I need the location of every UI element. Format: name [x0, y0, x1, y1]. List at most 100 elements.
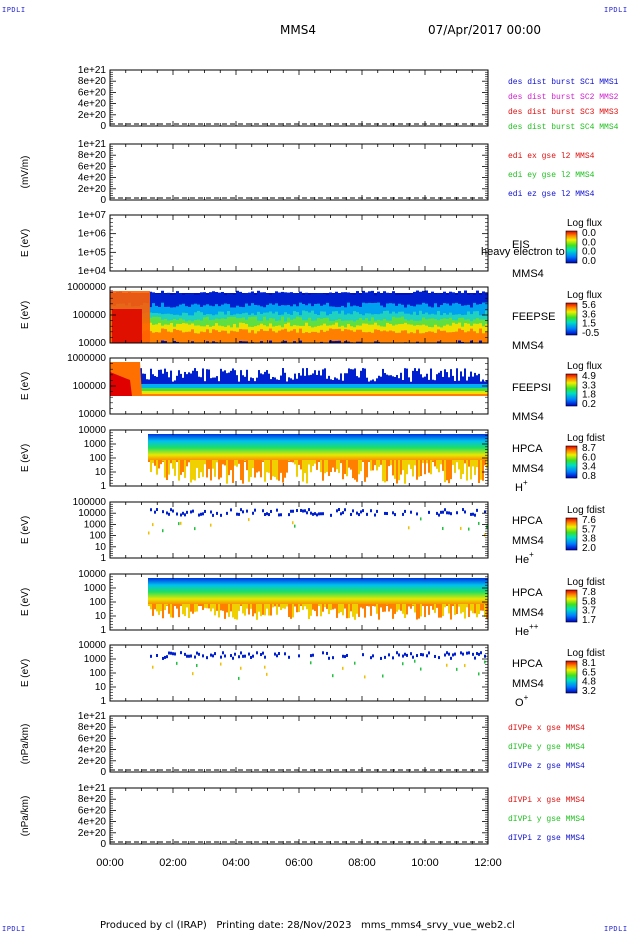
panel-9-ytick-label: 10000 — [78, 640, 106, 651]
panel-8-cbar-tick: 5.8 — [582, 596, 596, 607]
panel-7-probe: MMS4 — [512, 535, 544, 547]
panel-10-ytick-label: 2e+20 — [78, 756, 107, 767]
panel-3-frame — [109, 214, 489, 272]
panel-7-cbar-tick: 5.7 — [582, 524, 596, 535]
panel-5-cbar-tick: 0.2 — [582, 399, 596, 410]
panel-10-ytick-label: 8e+20 — [78, 722, 107, 733]
panel-9-frame — [109, 644, 489, 702]
panel-8-instrument: HPCA — [512, 587, 543, 599]
panel-8-charge: ++ — [529, 622, 539, 631]
panel-9-cbar-tick: 4.8 — [582, 677, 596, 688]
panel-6-ytick-label: 1000 — [84, 439, 107, 450]
panel-5-colorbar — [565, 373, 578, 407]
panel-2-ytick-label: 6e+20 — [78, 161, 107, 172]
panel-5-ytick-label: 10000 — [78, 409, 106, 420]
panel-2-legend-entry: edi ey gse l2 MMS4 — [508, 171, 595, 180]
panel-3-ytick-label: 1e+05 — [78, 247, 107, 258]
panel-4-cbar-tick: -0.5 — [582, 328, 600, 339]
panel-1-frame — [109, 69, 489, 127]
panel-11-legend-entry: dIVPi x gse MMS4 — [508, 796, 585, 805]
panel-1-legend-entry: des dist burst SC2 MMS2 — [508, 93, 619, 102]
panel-9-ytick-label: 100 — [89, 668, 106, 679]
panel-6-ylabel: E (eV) — [20, 444, 31, 472]
panel-5-instrument: FEEPSI — [512, 382, 551, 394]
corner-tag-bottom-right: IPDLI — [604, 925, 628, 933]
panel-9-species: O+ — [515, 693, 529, 709]
panel-2-ytick-label: 8e+20 — [78, 150, 107, 161]
panel-5-cbar-tick: 1.8 — [582, 390, 596, 401]
panel-2-ytick-label: 1e+21 — [78, 139, 107, 150]
panel-6-cbar-tick: 8.7 — [582, 443, 596, 454]
panel-9-ytick-label: 10 — [95, 682, 107, 693]
panel-3-ytick-label: 1e+04 — [78, 266, 107, 277]
panel-4-instrument: FEEPSE — [512, 311, 555, 323]
panel-7-colorbar — [565, 517, 578, 551]
panel-3-cbar-tick: 0.0 — [582, 247, 596, 258]
panel-9-colorbar — [565, 660, 578, 694]
panel-11-ytick-label: 8e+20 — [78, 794, 107, 805]
panel-4: 1000000 100000 10000 E (eV) FEEPSE MMS4 Log fl… — [20, 282, 602, 352]
panel-7-ytick-label: 10 — [95, 542, 107, 553]
panel-1-legend-entry: des dist burst SC4 MMS4 — [508, 123, 619, 132]
panel-11-frame — [109, 787, 489, 845]
panel-3-ylabel: E (eV) — [20, 229, 31, 257]
panel-7-frame — [109, 501, 489, 559]
panel-10-legend-entry: dIVPe y gse MMS4 — [508, 743, 585, 752]
panel-6-probe: MMS4 — [512, 463, 544, 475]
panel-6-cbar-title: Log fdist — [567, 433, 605, 444]
corner-tag-top-left: IPDLI — [2, 6, 26, 14]
panel-4-cbar-title: Log flux — [567, 290, 602, 301]
time-tick-label: 02:00 — [159, 857, 187, 869]
panel-9-instrument: HPCA — [512, 658, 543, 670]
panel-11-ytick-label: 0 — [100, 839, 106, 850]
panel-3-cbar-tick: 0.0 — [582, 256, 596, 267]
panel-7-cbar-tick: 3.8 — [582, 534, 596, 545]
panel-6-ytick-label: 10 — [95, 467, 107, 478]
panel-4-ylabel: E (eV) — [20, 301, 31, 329]
panel-7-ylabel: E (eV) — [20, 516, 31, 544]
panel-9-cbar-tick: 3.2 — [582, 686, 596, 697]
panel-6-cbar-tick: 0.8 — [582, 471, 596, 482]
panel-7-spectrogram — [148, 578, 488, 620]
panel-2-legend-entry: edi ex gse l2 MMS4 — [508, 152, 595, 161]
panel-8-spectrogram — [150, 651, 486, 680]
panel-6-cbar-tick: 6.0 — [582, 452, 596, 463]
panel-10-ytick-label: 0 — [100, 767, 106, 778]
panel-11-ytick-label: 1e+21 — [78, 783, 107, 794]
panel-2-frame — [109, 143, 489, 201]
panel-3-cbar-tick: 0.0 — [582, 228, 596, 239]
panel-2-ytick-label: 2e+20 — [78, 184, 107, 195]
time-tick-label: 00:00 — [96, 857, 124, 869]
panel-2-legend-entry: edi ez gse l2 MMS4 — [508, 190, 595, 199]
panel-6-instrument: HPCA — [512, 443, 543, 455]
panel-1-legend-entry: des dist burst SC3 MMS3 — [508, 108, 619, 117]
panel-6-species: H+ — [515, 478, 528, 494]
panel-4-spectrogram — [110, 362, 488, 396]
panel-5-ytick-label: 1000000 — [67, 353, 106, 364]
panel-6-ytick-label: 10000 — [78, 425, 106, 436]
panel-10-frame — [109, 715, 489, 773]
panel-7-cbar-title: Log fdist — [567, 505, 605, 516]
panel-4-ytick-label: 100000 — [73, 310, 107, 321]
panel-1-ytick-label: 2e+20 — [78, 110, 107, 121]
panel-7-species: He+ — [515, 550, 534, 566]
panel-3-colorbar — [565, 230, 578, 264]
panel-1-legend-entry: des dist burst SC1 MMS1 — [508, 78, 619, 87]
panel-9-cbar-tick: 8.1 — [582, 658, 596, 669]
panel-9-probe: MMS4 — [512, 678, 544, 690]
panel-2-ytick-label: 4e+20 — [78, 173, 107, 184]
panel-4-ytick-label: 10000 — [78, 338, 106, 349]
panel-5-spectrogram — [148, 434, 488, 484]
panel-8-species: He++ — [515, 622, 539, 638]
panel-9-charge: + — [524, 693, 529, 702]
panel-7-charge: + — [529, 550, 534, 559]
panel-5-ytick-label: 100000 — [73, 381, 107, 392]
panel-8-cbar-tick: 7.8 — [582, 587, 596, 598]
panel-6-cbar-tick: 3.4 — [582, 462, 596, 473]
panel-10-legend-entry: dIVPe x gse MMS4 — [508, 724, 585, 733]
